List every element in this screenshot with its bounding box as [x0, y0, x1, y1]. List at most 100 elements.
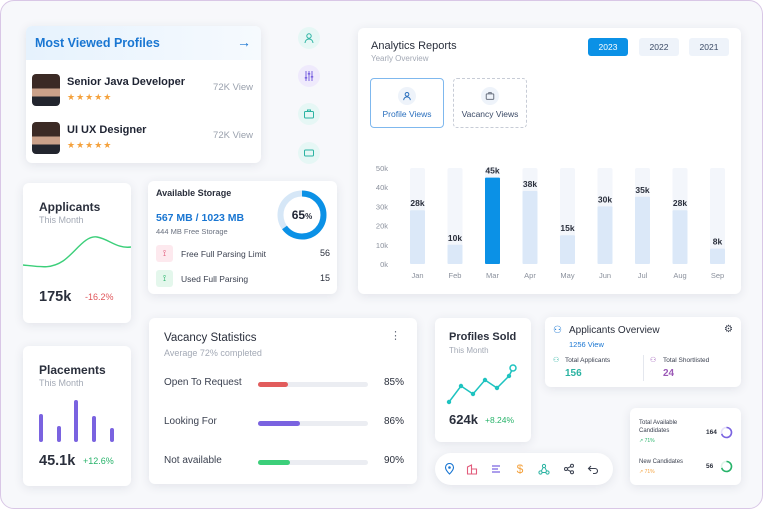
profile-name: Senior Java Developer: [67, 76, 186, 88]
bar-data-label: 15k: [560, 223, 574, 233]
total-applicants-label: Total Applicants: [565, 357, 611, 364]
card-title: Placements: [39, 363, 106, 377]
storage-donut: 65%: [277, 190, 327, 240]
storage-amount: 567 MB / 1023 MB: [156, 212, 245, 224]
placements-change: +12.6%: [83, 456, 114, 466]
x-tick-label: Feb: [449, 271, 462, 280]
storage-row-value: 56: [319, 248, 330, 258]
card-subtitle: This Month: [39, 378, 84, 388]
card-header: Most Viewed Profiles →: [26, 26, 261, 60]
profiles-sold-line-chart: [446, 364, 517, 405]
analytics-reports-card: Analytics Reports Yearly Overview 2023 2…: [358, 28, 741, 294]
candidates-availability-card: Total Available Candidates ↗ 71% 164 New…: [630, 408, 741, 485]
card-icon[interactable]: [298, 142, 320, 164]
undo-icon[interactable]: [585, 461, 601, 477]
year-tab-2023[interactable]: 2023: [588, 38, 628, 56]
x-tick-label: Jun: [599, 271, 611, 280]
tab-vacancy-views[interactable]: Vacancy Views: [453, 78, 527, 128]
year-tab-2022[interactable]: 2022: [639, 38, 679, 56]
storage-percent-sign: %: [305, 212, 312, 221]
applicants-overview-card: ⚇ Applicants Overview 1256 View ⚙ ⚇ Tota…: [545, 317, 741, 387]
pulse-icon: ⟟: [156, 270, 173, 287]
x-tick-label: Jul: [638, 271, 648, 280]
storage-row: ⟟ Used Full Parsing 15: [156, 270, 332, 288]
year-tab-2021[interactable]: 2021: [689, 38, 729, 56]
tab-label: Vacancy Views: [461, 109, 519, 119]
bar-track: [447, 168, 463, 264]
availability-value: 56: [706, 463, 714, 470]
progress-track: [258, 460, 368, 465]
total-applicants-value: 156: [565, 368, 582, 379]
card-subtitle: Average 72% completed: [164, 348, 262, 358]
y-tick-label: 40k: [376, 183, 388, 192]
y-tick-label: 0k: [380, 260, 388, 269]
location-icon[interactable]: [441, 461, 457, 477]
bar-data-label: 8k: [713, 237, 723, 247]
profile-views: 72K View: [213, 82, 253, 93]
vacancy-row: Not available 90%: [164, 455, 404, 469]
profile-row[interactable]: UI UX Designer ★★★★★ 72K View: [32, 120, 257, 160]
y-tick-label: 50k: [376, 164, 388, 173]
card-title: Profiles Sold: [449, 331, 517, 343]
vacancy-label: Looking For: [164, 416, 217, 427]
lines-icon[interactable]: [488, 461, 504, 477]
storage-free: 444 MB Free Storage: [156, 227, 228, 236]
vacancy-label: Open To Request: [164, 377, 242, 388]
vacancy-row: Looking For 86%: [164, 416, 404, 430]
bar-data-label: 28k: [410, 198, 424, 208]
storage-percent: 65: [292, 208, 306, 222]
bar-data-label: 10k: [448, 233, 462, 243]
card-subtitle: Yearly Overview: [371, 54, 429, 63]
bar-data-label: 38k: [523, 179, 537, 189]
tab-profile-views[interactable]: Profile Views: [370, 78, 444, 128]
tab-label: Profile Views: [382, 109, 432, 119]
storage-row-label: Used Full Parsing: [181, 274, 249, 284]
sliders-icon[interactable]: [298, 65, 320, 87]
user-icon[interactable]: [298, 27, 320, 49]
action-toolbar: $: [435, 453, 613, 485]
storage-row: ⟟ Free Full Parsing Limit 56: [156, 245, 332, 263]
vacancy-label: Not available: [164, 455, 222, 466]
dollar-icon[interactable]: $: [516, 462, 524, 476]
bar-jan: [410, 210, 425, 264]
avatar: [32, 74, 60, 106]
x-tick-label: Sep: [711, 271, 724, 280]
x-tick-label: Apr: [524, 271, 536, 280]
profiles-sold-card: Profiles Sold This Month 624k +8.24%: [435, 318, 531, 442]
storage-row-value: 15: [319, 273, 330, 283]
filter-icon[interactable]: ⚙: [724, 324, 733, 335]
divider: [643, 355, 644, 381]
pulse-icon: ⟟: [156, 245, 173, 262]
applicants-change: -16.2%: [85, 292, 114, 302]
bar-feb: [447, 244, 463, 264]
briefcase-icon[interactable]: [298, 103, 320, 125]
bar-aug: [672, 210, 688, 264]
x-tick-label: May: [560, 271, 574, 280]
profile-name: UI UX Designer: [67, 124, 147, 136]
bar-data-label: 30k: [598, 194, 612, 204]
user-icon: [398, 87, 416, 105]
vacancy-percent: 90%: [383, 455, 404, 466]
storage-row-label: Free Full Parsing Limit: [181, 249, 267, 259]
progress-track: [258, 382, 368, 387]
arrow-right-icon[interactable]: →: [237, 34, 251, 50]
availability-label: Total Available Candidates: [639, 420, 678, 434]
more-options-icon[interactable]: ⋮: [390, 330, 401, 342]
profiles-sold-value: 624k: [449, 412, 478, 427]
bar-sep: [710, 248, 725, 264]
applicants-trend-line: [23, 236, 131, 268]
bar-apr: [522, 191, 538, 264]
building-icon[interactable]: [464, 461, 480, 477]
placements-value: 45.1k: [39, 453, 76, 469]
progress-fill: [258, 460, 290, 465]
share-icon[interactable]: [561, 461, 577, 477]
user-check-icon: ⚇: [650, 357, 657, 364]
profile-row[interactable]: Senior Java Developer ★★★★★ 72K View: [32, 72, 257, 112]
availability-ring: [720, 426, 733, 439]
network-icon[interactable]: [536, 461, 552, 477]
bar-mar: [485, 177, 500, 264]
total-shortlisted-value: 24: [663, 368, 675, 379]
card-title: Vacancy Statistics: [164, 332, 257, 344]
rating-stars: ★★★★★: [67, 92, 113, 102]
